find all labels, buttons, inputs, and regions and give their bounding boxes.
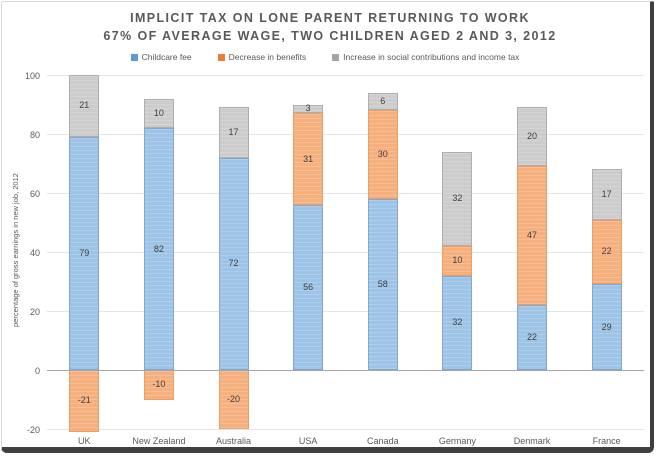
x-axis-label: Denmark (513, 436, 551, 446)
data-label: 17 (228, 127, 239, 137)
data-label: -20 (227, 394, 241, 404)
data-label: 82 (153, 243, 164, 254)
legend-label-childcare-fee: Childcare fee (141, 52, 192, 62)
bar-segment: 22 (517, 305, 548, 370)
x-axis-zero-line (47, 370, 644, 371)
data-label: 29 (601, 321, 612, 332)
chart-title-line1: IMPLICIT TAX ON LONE PARENT RETURNING TO… (130, 11, 530, 25)
y-tick-label: 80 (29, 129, 40, 140)
bar-segment: 6 (367, 92, 398, 111)
data-label: 58 (377, 278, 388, 289)
bar-segment: 47 (517, 166, 548, 306)
x-axis-label: France (592, 436, 621, 446)
bar-segment: 3 (293, 103, 324, 114)
x-axis-label: Australia (216, 436, 252, 446)
y-tick-label: 60 (29, 188, 40, 199)
gridline (47, 311, 644, 312)
data-label: 3 (305, 103, 311, 114)
gridline (47, 252, 644, 253)
legend-label-social-contributions: Increase in social contributions and inc… (343, 52, 520, 62)
y-tick-label: 40 (29, 247, 40, 258)
x-axis-label: UK (78, 436, 91, 446)
bar-segment: 72 (218, 157, 249, 370)
data-label: 22 (601, 246, 612, 257)
data-label: 72 (228, 258, 239, 269)
data-label: 6 (380, 96, 386, 107)
chart-title: IMPLICIT TAX ON LONE PARENT RETURNING TO… (40, 9, 620, 45)
legend-item-childcare-fee: Childcare fee (130, 52, 192, 62)
legend-swatch-social-contributions-icon (332, 53, 340, 61)
bar-segment: 79 (69, 136, 100, 370)
data-label: 32 (452, 317, 463, 328)
bar-segment: 10 (143, 98, 174, 129)
data-label: 22 (527, 332, 538, 343)
x-axis-label: USA (298, 436, 318, 446)
y-tick-label: 0 (34, 365, 40, 376)
bar-segment: -10 (143, 370, 174, 400)
data-label: 20 (527, 131, 538, 142)
gridline (47, 134, 644, 135)
gridline (47, 193, 644, 194)
bar-segment: 20 (517, 107, 548, 167)
bar-segment: 58 (367, 198, 398, 370)
legend-item-social-contributions: Increase in social contributions and inc… (332, 52, 519, 62)
gridline (47, 429, 644, 430)
legend-label-decrease-in-benefits: Decrease in benefits (228, 52, 307, 62)
data-label: 30 (377, 149, 388, 160)
bar-segment: 32 (442, 151, 473, 247)
legend-item-decrease-in-benefits: Decrease in benefits (217, 52, 307, 62)
data-label: 17 (601, 188, 612, 199)
data-label: 10 (153, 107, 164, 118)
data-label: 47 (527, 230, 538, 241)
data-label: -21 (77, 395, 91, 406)
y-tick-label: -20 (26, 424, 40, 435)
gridline (47, 75, 644, 76)
x-axis-label: Canada (367, 436, 399, 446)
bar-segment: 56 (293, 204, 324, 370)
bar-segment: 30 (367, 110, 398, 199)
bar-segment: 22 (591, 219, 622, 285)
y-tick-label: 20 (29, 306, 40, 317)
data-label: 10 (452, 255, 463, 266)
bar-segment: -20 (218, 370, 249, 429)
y-tick-label: 100 (24, 70, 40, 81)
bar-segment: -21 (69, 370, 100, 432)
data-label: 31 (303, 153, 314, 164)
legend-swatch-childcare-fee-icon (130, 53, 138, 61)
data-label: 32 (452, 193, 463, 204)
data-label: 56 (303, 281, 314, 292)
bar-segment: 29 (591, 284, 622, 370)
data-label: 21 (79, 100, 90, 111)
x-axis-label: New Zealand (132, 436, 186, 446)
bar-segment: 31 (293, 113, 324, 205)
legend-swatch-decrease-in-benefits-icon (217, 53, 225, 61)
bar-segment: 10 (442, 246, 473, 276)
bar-segment: 21 (69, 75, 100, 137)
chart-title-line2: 67% OF AVERAGE WAGE, TWO CHILDREN AGED 2… (103, 29, 557, 43)
bar-segment: 17 (218, 107, 249, 158)
chart-legend: Childcare fee Decrease in benefits Incre… (0, 50, 650, 64)
x-axis-label: Germany (438, 436, 476, 446)
bar-segment: 32 (442, 275, 473, 370)
bar-segment: 17 (591, 169, 622, 220)
bar-segment: 82 (143, 128, 174, 370)
data-label: 79 (79, 247, 90, 258)
data-label: -10 (152, 379, 166, 390)
